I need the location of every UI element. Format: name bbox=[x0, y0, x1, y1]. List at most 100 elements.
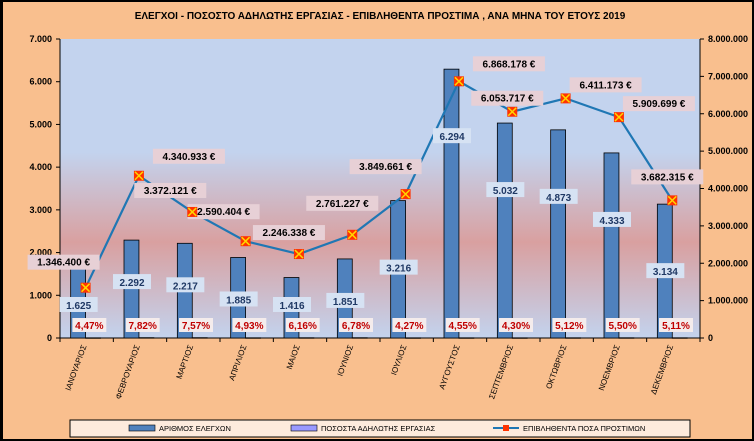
bar-value-label: 3.134 bbox=[653, 267, 678, 278]
fine-label-bg bbox=[306, 195, 379, 211]
bar-value-label: 1.851 bbox=[333, 297, 358, 308]
bar-label-bg bbox=[433, 128, 471, 144]
bar-value-label: 1.625 bbox=[66, 301, 91, 312]
percent-label-bg bbox=[499, 318, 533, 332]
category-label: ΣΕΠΤΕΜΒΡΙΟΣ bbox=[487, 344, 515, 401]
fine-value-label: 5.909.699 € bbox=[633, 99, 686, 110]
bar-checks bbox=[603, 152, 620, 339]
bar-label-bg bbox=[113, 274, 151, 290]
bar-value-label: 2.217 bbox=[173, 281, 198, 292]
bar-label-bg bbox=[273, 297, 311, 312]
fine-marker-x bbox=[507, 107, 517, 117]
right-tick-label: 0 bbox=[708, 333, 713, 343]
fine-value-label: 6.868.178 € bbox=[483, 59, 536, 70]
right-tick-label: 6.000.000 bbox=[708, 109, 748, 119]
fine-value-label: 3.849.661 € bbox=[359, 162, 412, 173]
bar-undeclared-percent bbox=[458, 337, 475, 339]
bar-undeclared-percent bbox=[85, 337, 101, 339]
legend-label-fines: ΕΠΙΒΛΗΘΕΝΤΑ ΠΟΣΑ ΠΡΟΣΤΙΜΩΝ bbox=[523, 424, 645, 433]
right-tick-label: 7.000.000 bbox=[708, 71, 748, 81]
category-label: ΙΑΝΟΥΑΡΙΟΣ bbox=[64, 344, 89, 392]
right-tick-label: 4.000.000 bbox=[708, 184, 748, 194]
bar-undeclared-percent bbox=[405, 337, 421, 339]
left-tick-label: 2.000 bbox=[29, 248, 52, 258]
fine-label-bg bbox=[471, 90, 544, 106]
bar-label-bg bbox=[593, 211, 631, 227]
category-label: ΙΟΥΛΙΟΣ bbox=[389, 344, 408, 377]
percent-value-label: 4,55% bbox=[448, 321, 476, 332]
left-tick-label: 4.000 bbox=[29, 162, 52, 172]
fine-value-label: 2.761.227 € bbox=[316, 199, 369, 210]
fine-marker-x bbox=[401, 189, 411, 199]
left-tick-label: 7.000 bbox=[29, 34, 52, 44]
bar-undeclared-percent bbox=[671, 337, 688, 339]
fine-value-label: 3.682.315 € bbox=[641, 172, 694, 183]
combo-chart: ΕΛΕΓΧΟΙ - ΠΟΣΟΣΤΟ ΑΔΗΛΩΤΗΣ ΕΡΓΑΣΙΑΣ - ΕΠ… bbox=[27, 11, 748, 438]
category-label: ΑΠΡΙΛΙΟΣ bbox=[227, 344, 248, 382]
category-label: ΜΑΡΤΙΟΣ bbox=[175, 344, 196, 381]
bar-undeclared-percent bbox=[351, 337, 368, 339]
bar-value-label: 5.032 bbox=[493, 186, 518, 197]
category-label: ΔΕΚΕΜΒΡΙΟΣ bbox=[649, 344, 675, 396]
percent-value-label: 4,30% bbox=[502, 321, 530, 332]
bar-checks bbox=[550, 129, 567, 339]
bar-label-bg bbox=[646, 263, 685, 279]
bar-value-label: 4.333 bbox=[599, 216, 624, 227]
percent-value-label: 4,27% bbox=[395, 321, 423, 332]
fine-label-bg bbox=[152, 148, 225, 164]
left-tick-label: 5.000 bbox=[29, 119, 52, 129]
bar-label-bg bbox=[166, 277, 205, 293]
percent-label-bg bbox=[605, 318, 640, 332]
bar-value-label: 6.294 bbox=[439, 132, 464, 143]
percent-label-bg bbox=[552, 318, 587, 332]
bar-label-bg bbox=[379, 259, 418, 275]
fine-marker-x bbox=[347, 230, 357, 240]
fine-marker-x bbox=[561, 93, 571, 103]
fine-marker-x bbox=[187, 207, 197, 217]
fine-marker-x bbox=[241, 236, 251, 246]
percent-label-bg bbox=[125, 318, 160, 332]
percent-label-bg bbox=[659, 318, 693, 332]
right-tick-label: 5.000.000 bbox=[708, 146, 748, 156]
fine-label-bg bbox=[622, 96, 695, 112]
fine-value-label: 3.372.121 € bbox=[144, 186, 197, 197]
right-tick-label: 1.000.000 bbox=[708, 296, 748, 306]
bar-value-label: 3.216 bbox=[386, 264, 411, 275]
fine-label-bg bbox=[134, 182, 207, 198]
bar-undeclared-percent bbox=[298, 337, 315, 339]
bar-value-label: 1.416 bbox=[279, 301, 304, 312]
chart-title: ΕΛΕΓΧΟΙ - ΠΟΣΟΣΤΟ ΑΔΗΛΩΤΗΣ ΕΡΓΑΣΙΑΣ - ΕΠ… bbox=[135, 11, 626, 22]
percent-value-label: 4,47% bbox=[75, 321, 103, 332]
percent-label-bg bbox=[179, 318, 213, 332]
category-label: ΙΟΥΝΙΟΣ bbox=[336, 344, 356, 378]
bar-undeclared-percent bbox=[511, 337, 528, 339]
bar-undeclared-percent bbox=[565, 337, 581, 339]
bar-undeclared-percent bbox=[245, 337, 261, 339]
fine-value-label: 4.340.933 € bbox=[163, 152, 216, 163]
percent-label-bg bbox=[445, 318, 480, 332]
fine-marker-x bbox=[667, 195, 677, 205]
percent-label-bg bbox=[72, 318, 107, 332]
fine-label-bg bbox=[472, 56, 545, 72]
percent-value-label: 6,78% bbox=[342, 321, 370, 332]
bar-label-bg bbox=[326, 292, 365, 308]
percent-label-bg bbox=[232, 318, 267, 332]
bar-undeclared-percent bbox=[138, 337, 155, 339]
legend bbox=[69, 419, 691, 438]
fines-line bbox=[84, 79, 674, 289]
category-label: ΦΕΒΡΟΥΑΡΙΟΣ bbox=[114, 344, 142, 401]
legend-label-checks: ΑΡΙΘΜΟΣ ΕΛΕΓΧΩΝ bbox=[159, 424, 231, 433]
fine-value-label: 6.053.717 € bbox=[481, 94, 534, 105]
right-tick-label: 2.000.000 bbox=[708, 258, 748, 268]
left-tick-label: 3.000 bbox=[29, 205, 52, 215]
category-label: ΜΑΙΟΣ bbox=[285, 344, 302, 371]
bar-checks bbox=[496, 122, 513, 339]
percent-value-label: 5,12% bbox=[555, 321, 583, 332]
bar-undeclared-percent bbox=[618, 337, 635, 339]
fine-label-bg bbox=[27, 254, 100, 270]
percent-value-label: 7,82% bbox=[128, 321, 156, 332]
left-tick-label: 0 bbox=[47, 333, 52, 343]
legend-marker-fines bbox=[503, 425, 509, 431]
bar-undeclared-percent bbox=[191, 337, 208, 339]
percent-label-bg bbox=[392, 318, 427, 332]
